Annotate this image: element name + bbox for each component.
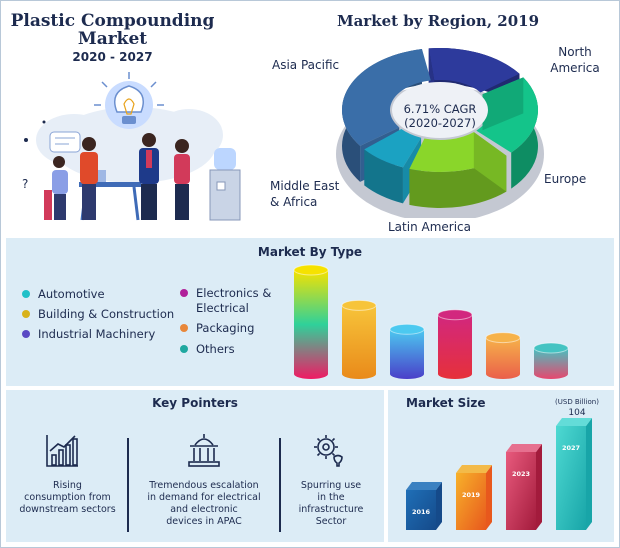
size-bar-2016 bbox=[406, 490, 436, 530]
legend-electronics-electrical: Electronics & Electrical bbox=[180, 286, 271, 316]
type-bar-building-construction bbox=[342, 305, 376, 379]
type-bar-electronics-electrical bbox=[438, 314, 472, 379]
person-seated-icon bbox=[44, 156, 68, 220]
legend-packaging: Packaging bbox=[180, 321, 254, 336]
type-bar-top-building-construction bbox=[341, 299, 377, 311]
type-bar-top-packaging bbox=[485, 332, 521, 344]
sparkle-icon: ? bbox=[22, 120, 46, 191]
type-bar-top-electronics-electrical bbox=[437, 309, 473, 321]
label-north-america: North America bbox=[550, 45, 600, 75]
person-presenter-icon bbox=[139, 133, 159, 220]
legend-automotive: Automotive bbox=[22, 287, 105, 302]
legend-dot bbox=[22, 330, 30, 338]
region-slice-north-america bbox=[428, 48, 520, 93]
type-cylinder-chart bbox=[293, 264, 569, 379]
legend-others: Others bbox=[180, 342, 235, 357]
person-standing-icon bbox=[80, 137, 98, 220]
growth-chart-icon bbox=[46, 435, 78, 467]
size-bar-side-2027 bbox=[586, 418, 592, 530]
pointer-divider bbox=[127, 438, 129, 532]
legend-dot bbox=[180, 289, 188, 297]
market-size-unit: (USD Billion) bbox=[555, 398, 599, 406]
size-bar-top-2027 bbox=[556, 418, 592, 426]
pointer-divider bbox=[279, 438, 281, 532]
svg-text:?: ? bbox=[22, 177, 28, 191]
market-size-prism-chart: 2016 2019 2023 2027 bbox=[406, 418, 592, 530]
pointer-text-infrastructure: Spurring use in the infrastructure Secto… bbox=[298, 480, 364, 527]
region-donut-hole bbox=[392, 82, 488, 138]
water-cooler-icon bbox=[209, 148, 241, 221]
size-bar-label-2016: 2016 bbox=[412, 508, 431, 516]
size-bar-side-2016 bbox=[436, 482, 442, 530]
title-line-1: Plastic Compounding bbox=[10, 11, 215, 31]
legend-dot bbox=[22, 290, 30, 298]
chat-bubble-icon bbox=[49, 131, 81, 153]
person-woman-icon bbox=[174, 139, 190, 220]
region-center-label: 6.71% CAGR (2020-2027) bbox=[388, 102, 492, 130]
size-bar-label-2023: 2023 bbox=[512, 470, 530, 478]
type-bar-packaging bbox=[486, 337, 520, 379]
size-bar-2019 bbox=[456, 473, 486, 530]
market-size-title: Market Size bbox=[406, 396, 486, 410]
region-slice-side-middle-east-africa bbox=[364, 149, 403, 204]
type-bar-top-industrial-machinery bbox=[389, 323, 425, 335]
gear-bulb-icon bbox=[314, 435, 343, 467]
page-title: Plastic Compounding Market bbox=[10, 12, 215, 48]
region-slice-middle-east-africa bbox=[364, 129, 422, 168]
pointer-text-escalation: Tremendous escalation in demand for elec… bbox=[147, 480, 261, 527]
region-slice-asia-pacific bbox=[342, 49, 431, 146]
region-chart-title: Market by Region, 2019 bbox=[336, 12, 540, 30]
government-building-icon bbox=[188, 434, 220, 467]
type-bar-top-others bbox=[533, 342, 569, 354]
team-illustration: ? bbox=[22, 72, 241, 221]
size-bar-side-2023 bbox=[536, 444, 542, 530]
key-pointers-title: Key Pointers bbox=[152, 396, 238, 410]
type-chart-title: Market By Type bbox=[257, 245, 363, 259]
type-bar-others bbox=[534, 348, 568, 379]
size-bar-top-2016 bbox=[406, 482, 442, 490]
title-years: 2020 - 2027 bbox=[72, 50, 153, 64]
size-bar-side-2019 bbox=[486, 465, 492, 530]
legend-building-construction: Building & Construction bbox=[22, 307, 174, 322]
size-bar-top-2019 bbox=[456, 465, 492, 473]
type-bar-top-automotive bbox=[293, 264, 329, 276]
cagr-period: (2020-2027) bbox=[404, 116, 476, 130]
type-bar-industrial-machinery bbox=[390, 329, 424, 379]
size-bar-label-2027: 2027 bbox=[562, 444, 580, 452]
legend-dot bbox=[22, 310, 30, 318]
legend-dot bbox=[180, 345, 188, 353]
label-middle-east-africa: Middle East & Africa bbox=[270, 179, 340, 209]
label-latin-america: Latin America bbox=[388, 220, 471, 234]
lightbulb-icon bbox=[94, 72, 164, 129]
region-donut-chart bbox=[336, 48, 544, 218]
legend-dot bbox=[180, 324, 188, 332]
region-slice-end-europe bbox=[482, 77, 524, 131]
size-bar-2023 bbox=[506, 452, 536, 530]
region-slice-end-latin-america bbox=[473, 132, 507, 192]
type-bar-automotive bbox=[294, 270, 328, 379]
label-asia-pacific: Asia Pacific bbox=[272, 58, 340, 72]
legend-industrial-machinery: Industrial Machinery bbox=[22, 327, 155, 342]
cagr-value: 6.71% CAGR bbox=[403, 102, 477, 116]
market-size-value-label: 104 bbox=[568, 408, 586, 418]
title-line-2: Market bbox=[77, 29, 148, 49]
size-bar-top-2023 bbox=[506, 444, 542, 452]
pointer-text-rising: Rising consumption from downstream secto… bbox=[19, 480, 116, 515]
size-bar-2027 bbox=[556, 426, 586, 530]
size-bar-label-2019: 2019 bbox=[462, 491, 481, 499]
label-europe: Europe bbox=[544, 172, 587, 186]
